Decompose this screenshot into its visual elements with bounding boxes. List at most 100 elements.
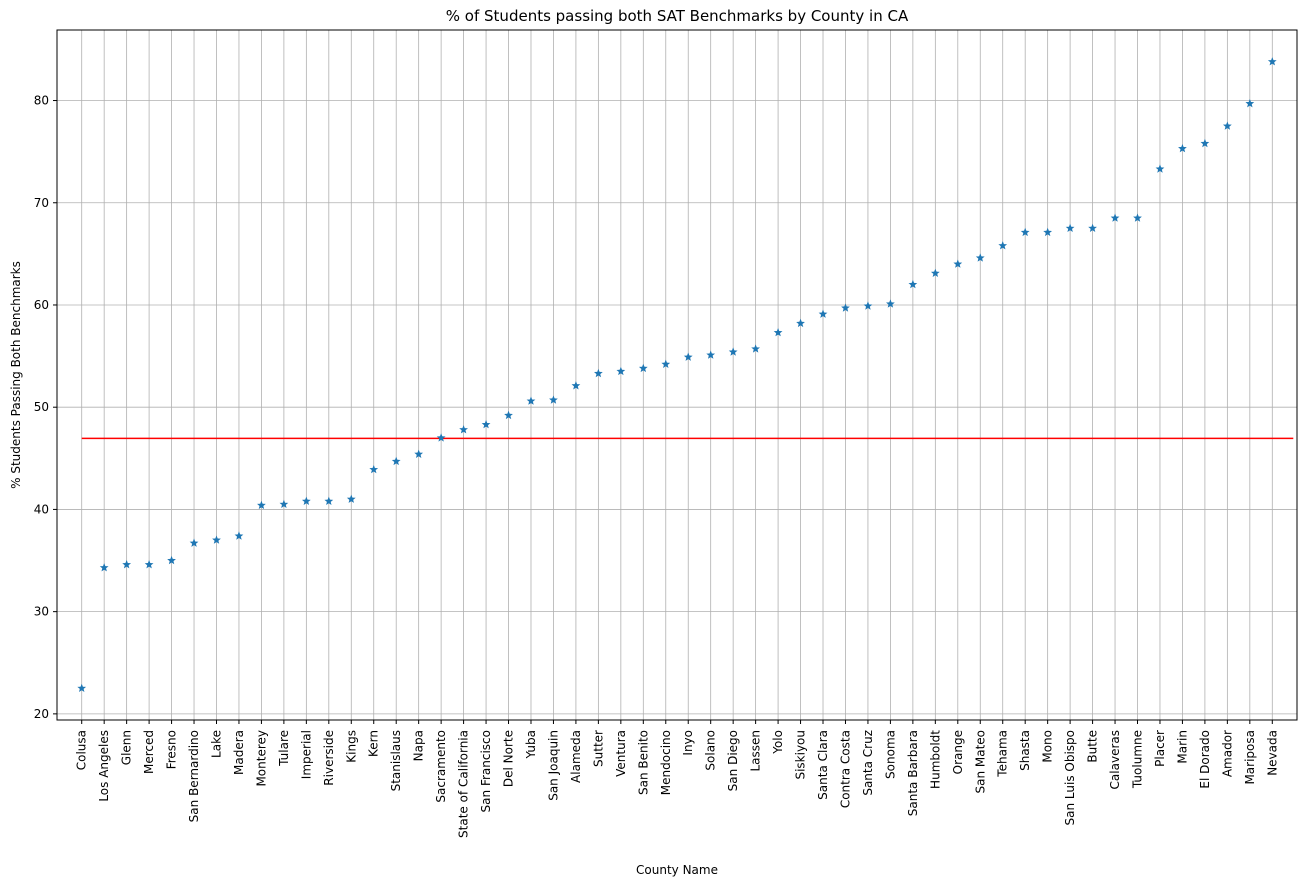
x-tick-label: Solano [704, 730, 718, 771]
data-point-star [1020, 227, 1030, 237]
data-point-star [504, 410, 513, 420]
x-tick-label: Yuba [524, 730, 538, 760]
x-tick-label: Santa Barbara [906, 730, 920, 816]
x-tick-label: Merced [142, 730, 156, 774]
x-tick-label: Monterey [254, 730, 268, 787]
data-point-star [257, 500, 266, 510]
data-point-star [616, 366, 626, 376]
data-point-star [1043, 227, 1053, 237]
data-point-star [571, 381, 581, 390]
x-tick-label: Kings [344, 730, 358, 763]
data-point-star [369, 464, 379, 474]
x-tick-label: Placer [1153, 730, 1167, 767]
x-tick-label: Mariposa [1243, 730, 1257, 785]
data-point-star [212, 535, 221, 544]
x-tick-label: Fresno [165, 730, 179, 769]
data-point-star [863, 301, 873, 310]
data-point-star [324, 496, 334, 505]
x-tick-label: Riverside [322, 730, 336, 786]
data-point-star [346, 494, 356, 503]
x-tick-label: Orange [951, 730, 965, 774]
x-tick-label: Madera [232, 730, 246, 775]
data-point-star [99, 563, 109, 572]
x-tick-label: State of California [457, 730, 471, 838]
y-tick-label: 20 [34, 707, 49, 721]
x-tick-label: Sutter [591, 730, 605, 767]
x-tick-label: Marin [1175, 730, 1189, 764]
data-point-star [1178, 143, 1187, 153]
x-tick-label: Ventura [614, 730, 628, 777]
y-tick-label: 50 [34, 400, 49, 414]
data-point-star [436, 433, 446, 442]
x-tick-label: Amador [1220, 730, 1234, 777]
data-point-star [301, 496, 311, 505]
x-axis-label: County Name [636, 863, 718, 877]
x-tick-label: Lassen [749, 730, 763, 772]
data-point-star [414, 449, 424, 458]
y-tick-layer: 20 30 40 50 60 70 80 [34, 94, 57, 721]
data-point-star [1088, 223, 1097, 233]
data-point-star [998, 241, 1008, 250]
data-point-star [1133, 213, 1142, 222]
data-point-star [279, 499, 289, 509]
data-point-star [459, 425, 468, 434]
data-point-star [841, 303, 850, 312]
data-point-star [122, 560, 132, 569]
y-axis-label: % Students Passing Both Benchmarks [9, 261, 23, 489]
x-tick-label: Inyo [681, 730, 695, 756]
data-point-star [930, 268, 940, 278]
data-point-star [1267, 57, 1277, 66]
x-tick-label: Glenn [120, 730, 134, 765]
x-tick-label: San Joaquin [546, 730, 560, 801]
x-tick-label: Imperial [299, 730, 313, 779]
x-tick-label: Sacramento [434, 730, 448, 803]
data-point-star [1065, 223, 1075, 233]
x-tick-label: Alameda [569, 730, 583, 783]
x-tick-label: San Bernardino [187, 730, 201, 822]
data-point-star [594, 368, 603, 378]
data-point-star [144, 560, 154, 569]
y-tick-label: 60 [34, 298, 49, 312]
x-tick-label: Tehama [996, 730, 1010, 778]
data-point-star [167, 555, 176, 565]
x-tick-label: San Benito [636, 730, 650, 795]
x-tick-layer: Colusa Los Angeles Glenn Merced Fresno San Be… [75, 720, 1279, 838]
y-tick-label: 80 [34, 94, 49, 108]
data-point-star [77, 683, 87, 693]
x-tick-label: Santa Clara [816, 730, 830, 800]
y-tick-label: 40 [34, 502, 49, 516]
data-point-star [638, 363, 648, 373]
x-tick-label: El Dorado [1198, 730, 1212, 789]
data-point-star [751, 344, 760, 353]
data-point-star [1222, 121, 1232, 130]
x-tick-label: Tuolumne [1131, 730, 1145, 789]
data-point-star [1110, 213, 1120, 222]
x-tick-label: Lake [209, 730, 223, 758]
x-tick-label: Sonoma [883, 730, 897, 779]
x-tick-label: Calaveras [1108, 730, 1122, 789]
x-tick-label: Siskiyou [794, 730, 808, 780]
x-tick-label: Stanislaus [389, 730, 403, 791]
x-tick-label: Mendocino [659, 730, 673, 795]
x-tick-label: Kern [367, 730, 381, 757]
x-tick-label: Tulare [277, 730, 291, 767]
data-point-star [1245, 99, 1255, 108]
data-point-star [908, 279, 918, 289]
data-point-star [773, 327, 783, 337]
data-point-star [818, 309, 828, 318]
grid-layer [57, 30, 1297, 720]
data-point-star [526, 396, 536, 405]
x-tick-label: San Diego [726, 730, 740, 791]
x-tick-label: Butte [1086, 730, 1100, 763]
y-tick-label: 30 [34, 605, 49, 619]
x-tick-label: San Luis Obispo [1063, 730, 1077, 825]
data-point-star [481, 419, 491, 429]
data-point-star [549, 395, 558, 404]
data-point-star [953, 259, 963, 268]
x-tick-label: Yolo [771, 730, 785, 755]
data-point-star [189, 538, 199, 547]
chart-title: % of Students passing both SAT Benchmark… [446, 7, 909, 25]
data-point-star [886, 299, 895, 308]
x-tick-label: Del Norte [502, 730, 516, 787]
x-tick-label: Contra Costa [838, 730, 852, 808]
